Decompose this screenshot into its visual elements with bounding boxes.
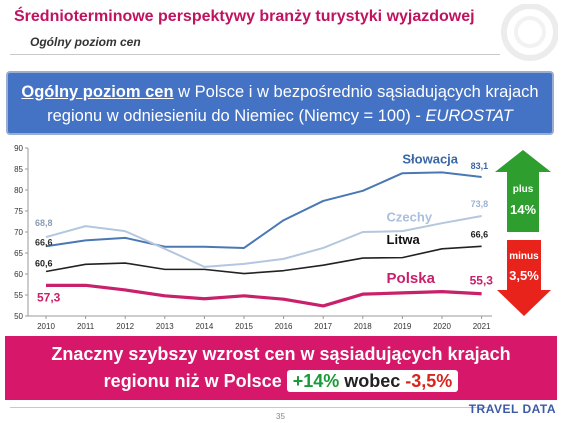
minus-badge-value: 3,5% — [509, 268, 539, 283]
pill-minus-value: -3,5% — [405, 371, 453, 391]
slide-title: Średnioterminowe perspektywy branży tury… — [14, 8, 475, 25]
plus-arrow-icon — [495, 150, 551, 232]
banner-highlight: Ogólny poziom cen — [21, 83, 174, 101]
x-tick-label: 2012 — [116, 322, 134, 331]
y-tick-label: 50 — [14, 312, 23, 321]
data-label-start-litwa: 60,6 — [35, 258, 53, 268]
series-line-czechy — [45, 215, 482, 268]
y-tick-label: 55 — [14, 291, 23, 300]
y-tick-label: 75 — [14, 207, 23, 216]
minus-badge: minus 3,5% — [497, 240, 551, 316]
y-tick-label: 90 — [14, 144, 23, 153]
data-label-start-słowacja: 66,6 — [35, 237, 53, 247]
series-name-czechy: Czechy — [387, 210, 433, 225]
y-tick-label: 85 — [14, 165, 23, 174]
plus-badge-value: 14% — [509, 202, 537, 217]
x-tick-label: 2016 — [275, 322, 293, 331]
x-tick-label: 2018 — [354, 322, 372, 331]
minus-badge-label: minus — [509, 251, 539, 262]
data-label-end-słowacja: 83,1 — [471, 161, 489, 171]
data-label-end-polska: 55,3 — [470, 274, 494, 288]
series-name-polska: Polska — [387, 270, 436, 287]
series-line-polska — [46, 283, 482, 308]
data-label-end-litwa: 66,6 — [471, 229, 489, 239]
pill-connector: wobec — [339, 371, 406, 391]
y-tick-label: 60 — [14, 270, 23, 279]
price-level-chart: 50 55 60 65 70 75 80 85 90 2010 2011 2012 2013 2014 20… — [14, 144, 494, 331]
y-tick-label: 80 — [14, 186, 23, 195]
x-tick-label: 2021 — [473, 322, 491, 331]
series-name-litwa: Litwa — [387, 232, 421, 247]
y-tick-label: 70 — [14, 228, 23, 237]
globe-watermark-icon — [501, 4, 558, 61]
page-number: 35 — [276, 412, 285, 421]
conclusion-line-2: regionu niż w Polsce — [103, 371, 287, 391]
comparison-pill: +14% wobec -3,5% — [286, 370, 459, 392]
x-tick-label: 2017 — [314, 322, 332, 331]
x-tick-label: 2020 — [433, 322, 451, 331]
footer-divider — [10, 407, 490, 408]
minus-arrow-icon — [497, 240, 551, 316]
chart-banner: Ogólny poziom cen w Polsce i w bezpośred… — [6, 71, 554, 135]
x-tick-label: 2015 — [235, 322, 253, 331]
x-tick-label: 2014 — [196, 322, 214, 331]
conclusion-line-1: Znaczny szybszy wzrost cen w sąsiadujący… — [51, 344, 511, 364]
x-tick-label: 2010 — [37, 322, 55, 331]
data-label-end-czechy: 73,8 — [471, 199, 489, 209]
plus-badge-label: plus — [512, 184, 534, 195]
banner-text-2: regionu w odniesieniu do Niemiec (Niemcy… — [47, 107, 426, 125]
x-tick-label: 2011 — [77, 322, 95, 331]
banner-text-1: w Polsce i w bezpośrednio sąsiadujących … — [173, 83, 539, 101]
data-label-start-polska: 57,3 — [37, 290, 61, 304]
series-name-słowacja: Słowacja — [402, 152, 458, 167]
series-line-litwa — [45, 245, 482, 275]
series-line-słowacja — [45, 171, 482, 249]
x-tick-label: 2013 — [156, 322, 174, 331]
x-tick-label: 2019 — [394, 322, 412, 331]
y-tick-label: 65 — [14, 249, 23, 258]
conclusion-box: Znaczny szybszy wzrost cen w sąsiadujący… — [5, 336, 557, 400]
banner-source: EUROSTAT — [425, 107, 513, 125]
header-divider — [10, 54, 500, 55]
travel-data-logo: TRAVEL DATA — [468, 402, 556, 416]
pill-plus-value: +14% — [292, 371, 340, 391]
slide-subtitle: Ogólny poziom cen — [30, 35, 141, 49]
data-label-start-czechy: 68,8 — [35, 218, 53, 228]
plus-badge: plus 14% — [495, 150, 551, 232]
